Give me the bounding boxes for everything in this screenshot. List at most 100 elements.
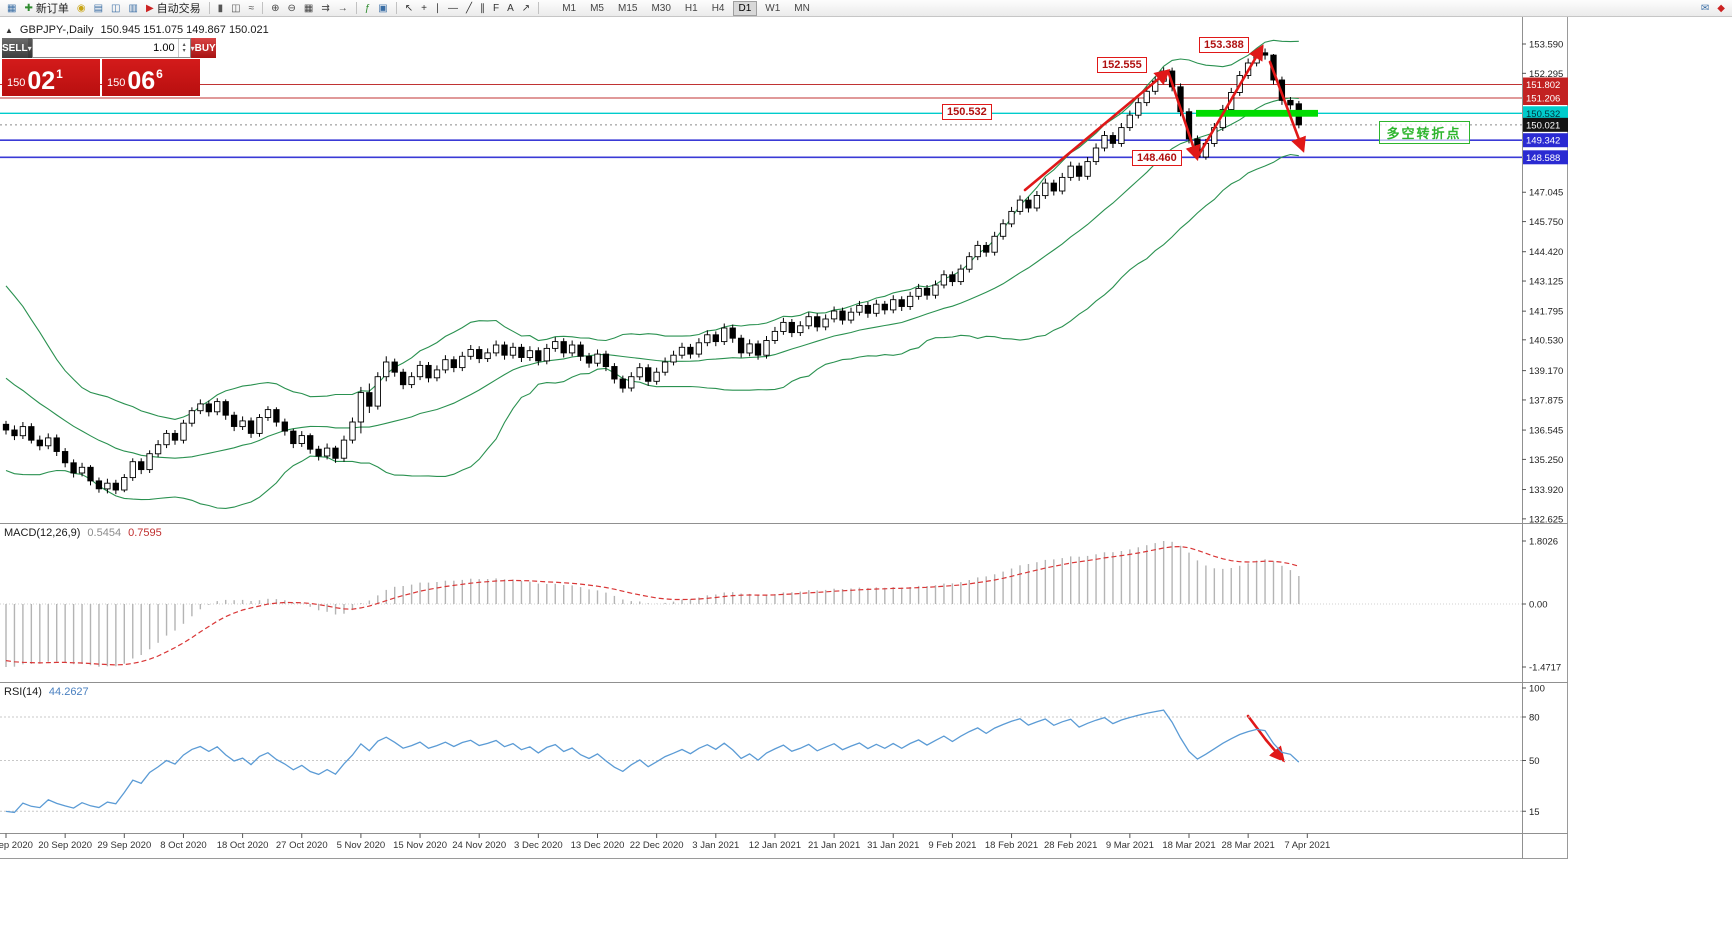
timeframe-m5-button[interactable]: M5 (590, 2, 604, 14)
turning-point-note[interactable]: 多空转折点 (1378, 121, 1470, 144)
buy-options-arrow-icon[interactable]: ▾ (190, 38, 195, 58)
svg-text:133.920: 133.920 (1529, 485, 1563, 496)
macd-name: MACD(12,26,9) (4, 527, 81, 539)
new-chart-icon[interactable]: ▦ (7, 2, 17, 14)
arrows-tool-icon[interactable]: ↗ (521, 2, 531, 14)
macd-main-value: 0.5454 (87, 527, 122, 539)
svg-text:20 Sep 2020: 20 Sep 2020 (38, 840, 92, 851)
svg-text:132.625: 132.625 (1529, 514, 1563, 525)
channel-tool-icon[interactable]: ∥ (480, 2, 486, 14)
timeframe-mn-button[interactable]: MN (794, 2, 810, 14)
macd-histogram (5, 541, 1300, 667)
time-axis[interactable]: 10 Sep 2020 20 Sep 2020 29 Sep 2020 8 Oct 2… (0, 833, 1330, 852)
notifications-icon[interactable]: ✉ (1700, 2, 1710, 14)
volume-input[interactable] (32, 39, 178, 57)
toolbar-separator (262, 2, 264, 14)
price-callout-label[interactable]: 150.532 (942, 104, 992, 120)
zoom-out-icon[interactable]: ⊖ (287, 2, 296, 14)
chart-shift-icon[interactable]: → (337, 2, 348, 14)
timeframe-w1-button[interactable]: W1 (765, 2, 781, 14)
svg-text:141.795: 141.795 (1529, 307, 1563, 318)
toolbar-separator (395, 2, 397, 14)
timeframe-m15-button[interactable]: M15 (618, 2, 638, 14)
bar-chart-mode-icon[interactable]: ▮ (217, 2, 224, 14)
price-callout-label[interactable]: 153.388 (1199, 37, 1249, 53)
buy-button[interactable]: BUY (194, 38, 216, 58)
vertical-line-tool-icon[interactable]: ∣ (434, 2, 440, 14)
buy-price-display[interactable]: 150 06 6 (102, 59, 200, 96)
svg-text:145.750: 145.750 (1529, 217, 1563, 228)
symbol-period-label: GBPJPY-,Daily (19, 24, 94, 36)
crosshair-tool-icon[interactable]: + (421, 2, 427, 14)
trendline-tool-icon[interactable]: ╱ (465, 2, 473, 14)
autotrading-icon[interactable]: ▶ 自动交易 (145, 2, 201, 16)
svg-text:31 Jan 2021: 31 Jan 2021 (867, 840, 919, 851)
svg-text:13 Dec 2020: 13 Dec 2020 (571, 840, 625, 851)
sell-price-display[interactable]: 150 02 1 (2, 59, 100, 96)
price-callout-label[interactable]: 152.555 (1097, 57, 1147, 73)
tile-windows-icon[interactable]: ▦ (303, 2, 314, 14)
svg-text:152.295: 152.295 (1529, 69, 1563, 80)
svg-text:28 Feb 2021: 28 Feb 2021 (1044, 840, 1097, 851)
svg-text:151.206: 151.206 (1526, 93, 1560, 104)
svg-text:28 Mar 2021: 28 Mar 2021 (1221, 840, 1274, 851)
horizontal-line-tool-icon[interactable]: ― (447, 2, 458, 14)
macd-indicator-label: MACD(12,26,9) 0.5454 0.7595 (4, 527, 162, 539)
one-click-trading-panel: SELL ▾ ▴ ▾ ▾ BUY 150 02 1 150 06 6 (2, 38, 216, 96)
new-order-icon[interactable]: ✚ 新订单 (24, 2, 69, 16)
toolbar-separator (208, 2, 210, 14)
toolbar-right-icons: ✉ ◆ (1697, 0, 1729, 16)
quick-trade-icon[interactable]: ◆ (1717, 2, 1725, 14)
timeframe-h1-button[interactable]: H1 (684, 2, 698, 14)
price-level-badge (1523, 117, 1568, 132)
sound-alert-icon[interactable]: ◉ (76, 2, 86, 14)
main-toolbar: ▦ ✚ 新订单 ◉ ▤ ◫ ▥ ▶ 自动交易 ▮ ◫ ≈ ⊕ ⊖ ▦ ⇉ → ƒ ▣ ↖ + ∣ ― ╱ ∥ F A ↗ M1 M5 M1… (0, 0, 1732, 17)
support-zone-rectangle[interactable] (1196, 109, 1318, 117)
cursor-tool-icon[interactable]: ↖ (404, 2, 414, 14)
svg-text:18 Mar 2021: 18 Mar 2021 (1162, 840, 1215, 851)
svg-text:80: 80 (1529, 713, 1540, 724)
rsi-name: RSI(14) (4, 686, 42, 698)
timeframe-d1-button[interactable]: D1 (732, 0, 758, 16)
svg-text:140.530: 140.530 (1529, 335, 1563, 346)
data-window-icon[interactable]: ◫ (111, 2, 121, 14)
chart-window[interactable]: 153.590 152.295 147.045 145.750 144.420 143.1… (0, 17, 1568, 859)
indicators-list-icon[interactable]: ƒ (364, 2, 371, 14)
fibonacci-tool-icon[interactable]: F (493, 2, 500, 14)
price-callout-label[interactable]: 148.460 (1132, 150, 1182, 166)
svg-text:147.045: 147.045 (1529, 188, 1563, 199)
svg-text:136.545: 136.545 (1529, 426, 1563, 437)
svg-text:15 Nov 2020: 15 Nov 2020 (393, 840, 447, 851)
volume-decrease-button[interactable]: ▾ (182, 48, 186, 54)
chart-canvas[interactable]: 153.590 152.295 147.045 145.750 144.420 143.1… (0, 17, 1568, 859)
candlestick-mode-icon[interactable]: ◫ (231, 2, 241, 14)
price-level-badge (1523, 133, 1568, 148)
svg-text:153.590: 153.590 (1529, 40, 1563, 51)
svg-text:18 Oct 2020: 18 Oct 2020 (217, 840, 269, 851)
svg-text:135.250: 135.250 (1529, 455, 1563, 466)
trend-arrows[interactable] (1023, 44, 1306, 763)
price-level-badge (1523, 77, 1568, 92)
chart-symbol-header: ▲ GBPJPY-,Daily 150.945 151.075 149.867 … (5, 24, 269, 36)
line-chart-mode-icon[interactable]: ≈ (248, 2, 255, 14)
timeframe-m30-button[interactable]: M30 (651, 2, 671, 14)
rsi-indicator-label: RSI(14) 44.2627 (4, 686, 89, 698)
templates-icon[interactable]: ▣ (378, 2, 388, 14)
sell-button[interactable]: SELL (2, 38, 28, 58)
macd-signal-value: 0.7595 (128, 527, 162, 539)
timeframe-m1-button[interactable]: M1 (562, 2, 577, 14)
market-watch-icon[interactable]: ▤ (93, 2, 104, 14)
navigator-icon[interactable]: ▥ (128, 2, 138, 14)
zoom-in-icon[interactable]: ⊕ (271, 2, 280, 14)
horizontal-line-objects[interactable] (0, 83, 1522, 159)
svg-text:50: 50 (1529, 756, 1540, 767)
volume-increase-button[interactable]: ▴ (182, 42, 186, 48)
svg-text:21 Jan 2021: 21 Jan 2021 (808, 840, 860, 851)
auto-scroll-icon[interactable]: ⇉ (321, 2, 330, 14)
text-tool-icon[interactable]: A (507, 2, 514, 14)
timeframe-h4-button[interactable]: H4 (711, 2, 725, 14)
price-axis[interactable]: 153.590 152.295 147.045 145.750 144.420 143.1… (1522, 40, 1568, 526)
svg-text:149.342: 149.342 (1526, 136, 1560, 147)
sell-options-arrow-icon[interactable]: ▾ (27, 38, 32, 58)
sell-price-prefix: 150 (7, 77, 26, 89)
